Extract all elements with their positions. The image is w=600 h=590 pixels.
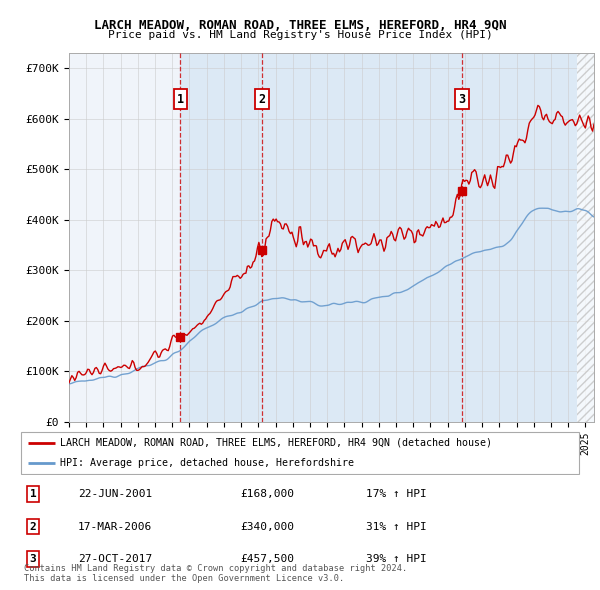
Text: £340,000: £340,000 (240, 522, 294, 532)
Bar (262, 53, 462, 422)
Text: 31% ↑ HPI: 31% ↑ HPI (366, 522, 427, 532)
Text: £457,500: £457,500 (240, 554, 294, 564)
Text: 3: 3 (458, 93, 466, 106)
Text: 2: 2 (29, 522, 37, 532)
Text: LARCH MEADOW, ROMAN ROAD, THREE ELMS, HEREFORD, HR4 9QN (detached house): LARCH MEADOW, ROMAN ROAD, THREE ELMS, HE… (60, 438, 493, 448)
Text: 1: 1 (29, 489, 37, 499)
Text: HPI: Average price, detached house, Herefordshire: HPI: Average price, detached house, Here… (60, 458, 354, 468)
Text: 22-JUN-2001: 22-JUN-2001 (78, 489, 152, 499)
Text: 17-MAR-2006: 17-MAR-2006 (78, 522, 152, 532)
Bar (181, 53, 262, 422)
Text: 39% ↑ HPI: 39% ↑ HPI (366, 554, 427, 564)
Bar (462, 53, 594, 422)
Text: 17% ↑ HPI: 17% ↑ HPI (366, 489, 427, 499)
Text: 2: 2 (259, 93, 266, 106)
FancyBboxPatch shape (21, 432, 579, 474)
Text: 1: 1 (177, 93, 184, 106)
Text: Price paid vs. HM Land Registry's House Price Index (HPI): Price paid vs. HM Land Registry's House … (107, 30, 493, 40)
Text: 27-OCT-2017: 27-OCT-2017 (78, 554, 152, 564)
Text: LARCH MEADOW, ROMAN ROAD, THREE ELMS, HEREFORD, HR4 9QN: LARCH MEADOW, ROMAN ROAD, THREE ELMS, HE… (94, 19, 506, 32)
Text: £168,000: £168,000 (240, 489, 294, 499)
Text: Contains HM Land Registry data © Crown copyright and database right 2024.
This d: Contains HM Land Registry data © Crown c… (24, 563, 407, 583)
Text: 3: 3 (29, 554, 37, 564)
